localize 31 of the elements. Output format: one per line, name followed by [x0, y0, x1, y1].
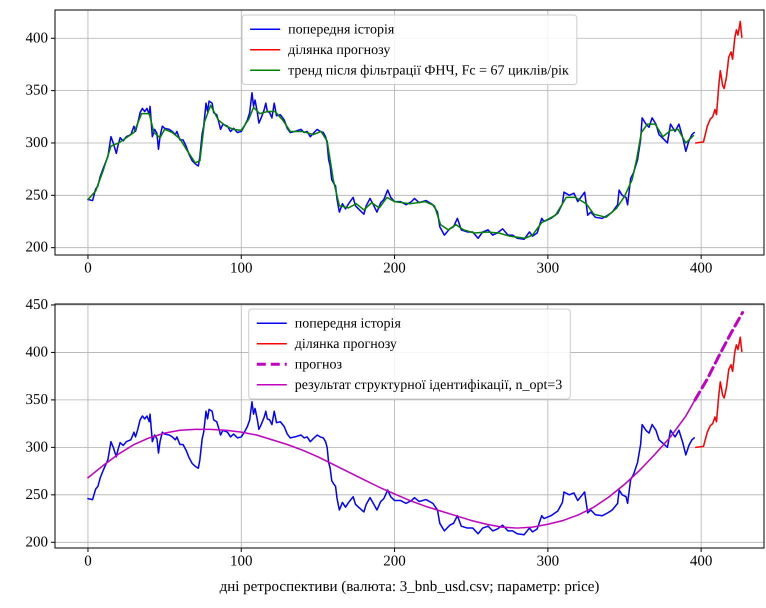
x-axis-title: дні ретроспективи (валюта: 3_bnb_usd.csv; параметр: price) — [220, 579, 600, 595]
y-tick-label: 400 — [26, 30, 48, 46]
y-tick-label: 200 — [26, 534, 48, 550]
legend-label: попередня історія — [288, 22, 395, 37]
y-tick-label: 300 — [26, 134, 48, 151]
x-tick-label: 300 — [536, 554, 560, 570]
line-series — [695, 336, 743, 448]
y-tick-label: 300 — [26, 439, 48, 456]
line-series — [695, 20, 743, 144]
y-tick-label: 250 — [26, 486, 48, 503]
y-tick-label: 200 — [26, 240, 48, 256]
y-tick-label: 350 — [26, 82, 48, 99]
x-tick-label: 100 — [230, 554, 253, 570]
x-tick-label: 0 — [84, 260, 92, 277]
x-tick-label: 400 — [690, 554, 712, 570]
x-tick-label: 300 — [536, 260, 560, 277]
x-tick-label: 200 — [383, 554, 406, 570]
x-tick-label: 200 — [383, 260, 406, 277]
legend-label: попередня історія — [294, 316, 402, 331]
legend-label: результат структурної ідентифікації, n_opt=3 — [294, 377, 562, 392]
legend-label: ділянка прогнозу — [294, 336, 397, 352]
x-tick-label: 0 — [84, 554, 92, 570]
legend-label: прогноз — [294, 356, 342, 372]
y-tick-label: 350 — [26, 392, 48, 408]
y-tick-label: 400 — [26, 344, 48, 360]
x-tick-label: 100 — [230, 260, 253, 277]
y-tick-label: 250 — [26, 187, 48, 204]
y-tick-label: 450 — [26, 296, 48, 313]
legend-label: тренд після фільтрації ФНЧ, Fc = 67 циклів/рік — [288, 62, 570, 78]
x-tick-label: 400 — [690, 260, 712, 277]
legend-label: ділянка прогнозу — [288, 42, 390, 58]
